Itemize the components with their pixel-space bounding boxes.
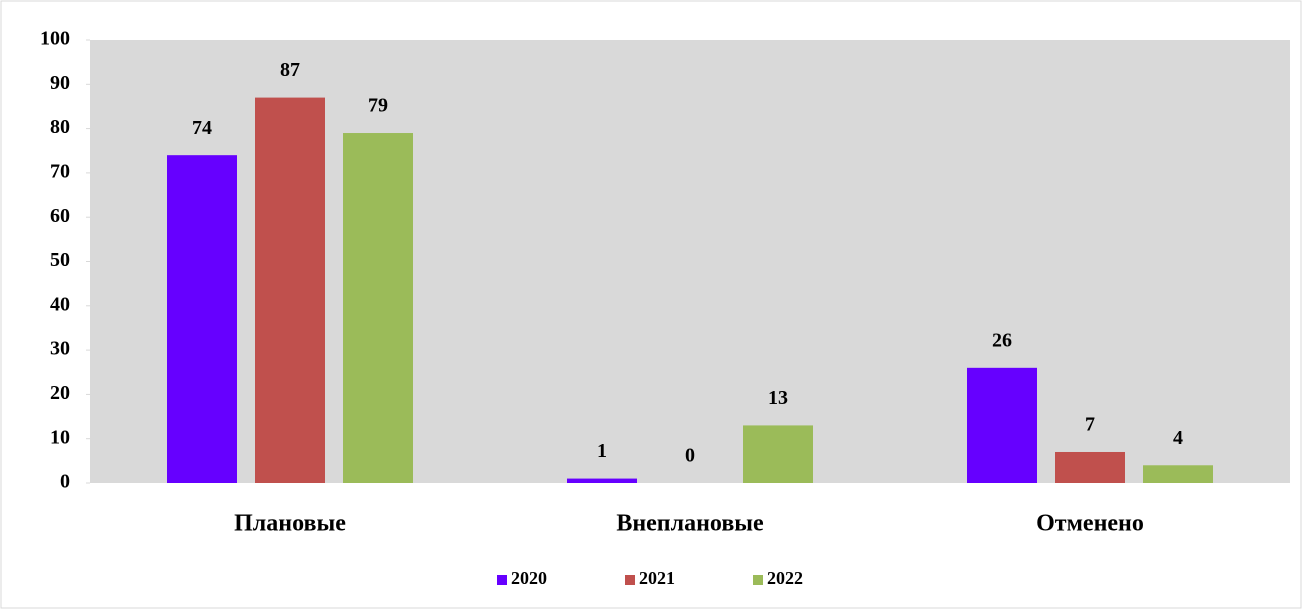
data-label: 26 — [992, 329, 1012, 351]
y-tick-label: 10 — [50, 426, 70, 448]
legend-swatch — [625, 575, 635, 585]
y-tick-label: 60 — [50, 205, 70, 227]
bar — [743, 425, 813, 483]
y-tick-label: 50 — [50, 249, 70, 271]
bar — [967, 367, 1037, 483]
data-label: 87 — [280, 59, 300, 81]
y-tick-label: 30 — [50, 338, 70, 360]
y-tick-label: 100 — [40, 28, 70, 50]
data-label: 13 — [768, 387, 788, 409]
x-tick-label: Внеплановые — [616, 511, 764, 537]
y-tick-label: 40 — [50, 293, 70, 315]
legend-label: 2022 — [767, 568, 803, 588]
data-label: 7 — [1085, 414, 1095, 436]
y-tick-label: 90 — [50, 72, 70, 94]
legend-swatch — [753, 575, 763, 585]
legend-label: 2020 — [511, 568, 547, 588]
bar — [343, 133, 413, 483]
bar — [567, 478, 637, 483]
y-tick-label: 80 — [50, 116, 70, 138]
data-label: 79 — [368, 95, 388, 117]
bar — [1143, 465, 1213, 483]
bar — [255, 97, 325, 483]
y-tick-label: 70 — [50, 160, 70, 182]
data-label: 1 — [597, 440, 607, 462]
y-tick-label: 20 — [50, 382, 70, 404]
bar — [167, 155, 237, 483]
data-label: 0 — [685, 445, 695, 467]
y-tick-label: 0 — [60, 471, 70, 493]
x-tick-label: Отменено — [1036, 511, 1144, 537]
x-tick-label: Плановые — [234, 511, 346, 537]
data-label: 74 — [192, 117, 212, 139]
legend-swatch — [497, 575, 507, 585]
bar — [1055, 451, 1125, 483]
legend-label: 2021 — [639, 568, 675, 588]
data-label: 4 — [1173, 427, 1183, 449]
